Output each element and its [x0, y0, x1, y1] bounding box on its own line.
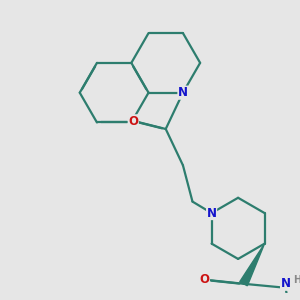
Text: H: H — [293, 275, 300, 285]
Text: N: N — [178, 86, 188, 99]
Text: O: O — [128, 115, 138, 128]
Polygon shape — [240, 244, 265, 286]
Text: N: N — [280, 277, 291, 290]
Text: N: N — [207, 207, 217, 220]
Text: O: O — [200, 273, 209, 286]
